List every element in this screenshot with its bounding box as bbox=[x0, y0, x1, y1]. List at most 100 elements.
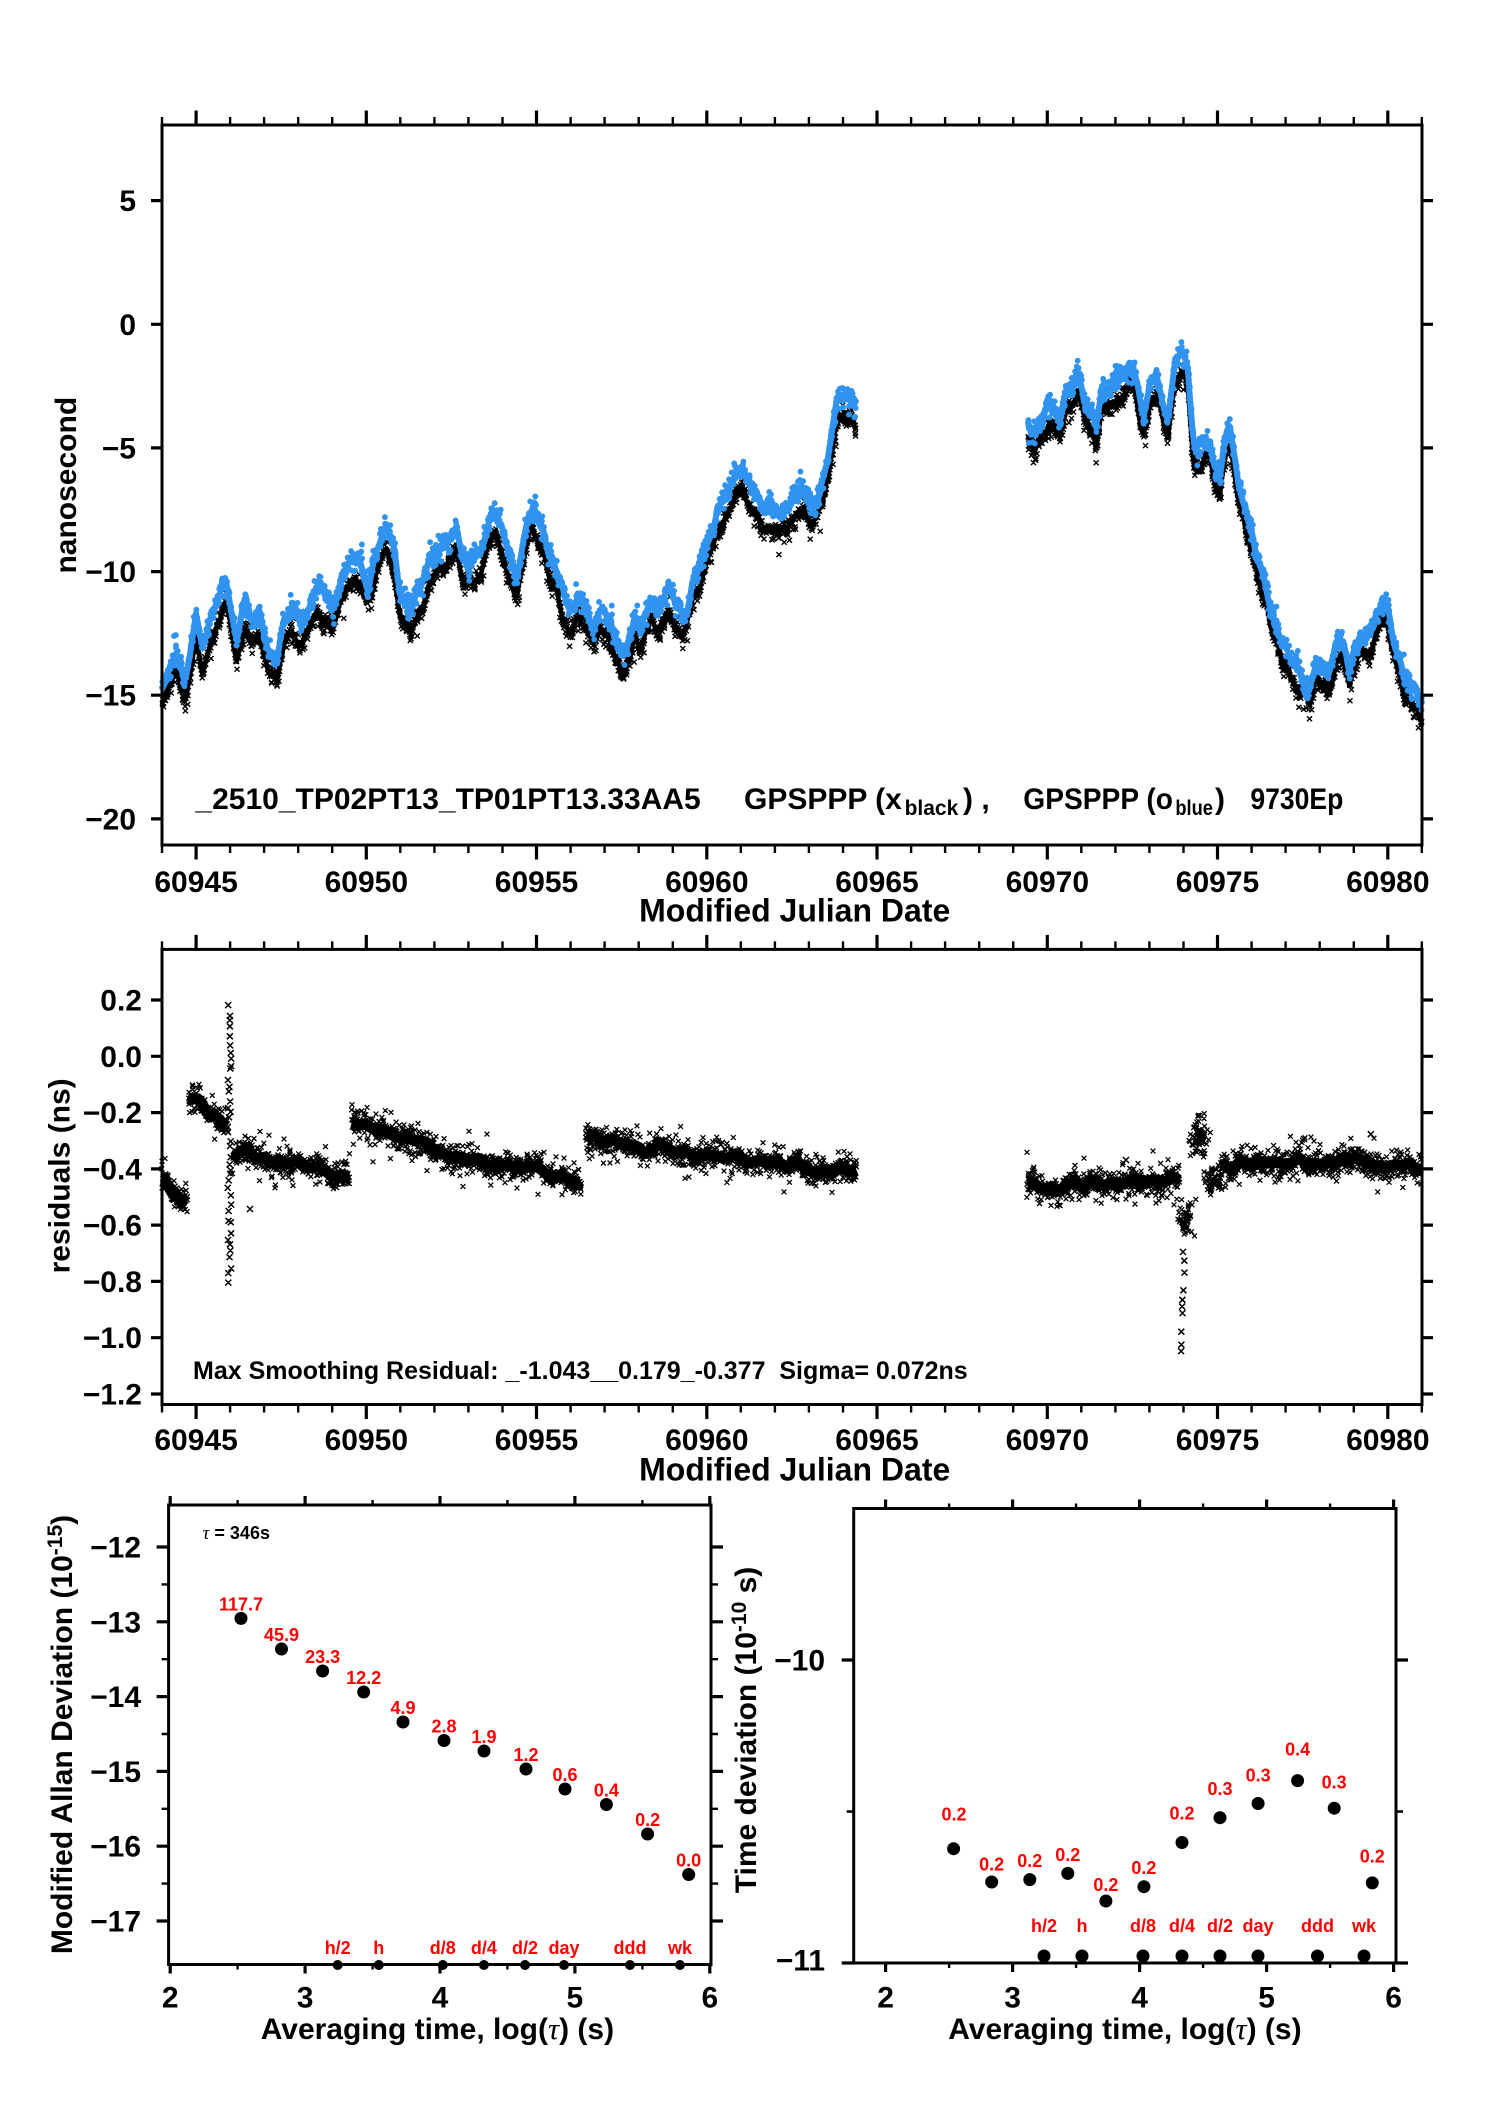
svg-text:−17: −17 bbox=[90, 1906, 141, 1939]
svg-text:day: day bbox=[1242, 1916, 1273, 1936]
svg-text:1.2: 1.2 bbox=[513, 1745, 538, 1765]
svg-text:−1.2: −1.2 bbox=[83, 1379, 142, 1412]
svg-text:0.6: 0.6 bbox=[552, 1765, 577, 1785]
svg-text:nanosecond: nanosecond bbox=[50, 397, 83, 574]
svg-text:0.2: 0.2 bbox=[635, 1810, 660, 1830]
svg-text:60955: 60955 bbox=[495, 866, 578, 899]
svg-text:h/2: h/2 bbox=[1031, 1916, 1057, 1936]
svg-text:d/2: d/2 bbox=[1207, 1916, 1233, 1936]
svg-text:2.8: 2.8 bbox=[431, 1717, 456, 1737]
svg-text:60980: 60980 bbox=[1346, 1424, 1429, 1457]
svg-text:ddd: ddd bbox=[614, 1938, 647, 1958]
svg-text:Averaging time, log(τ) (s): Averaging time, log(τ) (s) bbox=[948, 2011, 1301, 2046]
svg-text:d/2: d/2 bbox=[512, 1938, 538, 1958]
svg-text:60975: 60975 bbox=[1176, 866, 1259, 899]
svg-text:5: 5 bbox=[119, 185, 136, 218]
svg-text:−5: −5 bbox=[102, 432, 136, 465]
svg-text:Modified Julian Date: Modified Julian Date bbox=[639, 893, 950, 929]
svg-text:) ,: ) , bbox=[963, 783, 990, 816]
svg-text:3: 3 bbox=[1004, 1982, 1021, 2015]
svg-text:0.2: 0.2 bbox=[1131, 1858, 1156, 1878]
svg-text:Modified Julian Date: Modified Julian Date bbox=[639, 1452, 950, 1488]
svg-text:d/8: d/8 bbox=[1130, 1916, 1156, 1936]
svg-text:Averaging time, log(τ) (s): Averaging time, log(τ) (s) bbox=[261, 2011, 614, 2046]
svg-text:0.2: 0.2 bbox=[1093, 1875, 1118, 1895]
svg-text:h/2: h/2 bbox=[325, 1938, 351, 1958]
svg-text:d/4: d/4 bbox=[471, 1938, 497, 1958]
svg-text:d/8: d/8 bbox=[430, 1938, 456, 1958]
svg-text:60960: 60960 bbox=[665, 1424, 748, 1457]
svg-text:0.4: 0.4 bbox=[594, 1781, 619, 1801]
svg-text:0.2: 0.2 bbox=[1017, 1851, 1042, 1871]
svg-text:60965: 60965 bbox=[835, 866, 918, 899]
svg-text:−16: −16 bbox=[90, 1831, 141, 1864]
svg-text:−10: −10 bbox=[85, 556, 136, 589]
svg-text:−10: −10 bbox=[774, 1645, 825, 1678]
svg-text:60970: 60970 bbox=[1006, 866, 1089, 899]
svg-text:h: h bbox=[373, 1938, 384, 1958]
svg-text:45.9: 45.9 bbox=[264, 1625, 299, 1645]
svg-text:Max Smoothing Residual: _-1.04: Max Smoothing Residual: _-1.043__0.179_-… bbox=[193, 1357, 968, 1385]
svg-text:−20: −20 bbox=[85, 803, 136, 836]
svg-text:wk: wk bbox=[1351, 1916, 1377, 1936]
svg-text:Modified Allan Deviation (10-1: Modified Allan Deviation (10-15) bbox=[44, 1515, 79, 1954]
svg-text:blue: blue bbox=[1175, 797, 1213, 820]
svg-text:60950: 60950 bbox=[325, 1424, 408, 1457]
svg-text:0.2: 0.2 bbox=[979, 1855, 1004, 1875]
svg-text:4.9: 4.9 bbox=[390, 1698, 415, 1718]
svg-text:black: black bbox=[905, 797, 959, 820]
svg-text:−0.2: −0.2 bbox=[83, 1097, 142, 1130]
svg-text:0.2: 0.2 bbox=[1169, 1804, 1194, 1824]
svg-text:0.0: 0.0 bbox=[100, 1041, 142, 1074]
svg-text:60965: 60965 bbox=[835, 1424, 918, 1457]
svg-text:−0.6: −0.6 bbox=[83, 1210, 142, 1243]
svg-text:0.3: 0.3 bbox=[1207, 1779, 1232, 1799]
svg-text:60945: 60945 bbox=[154, 866, 237, 899]
svg-text:5: 5 bbox=[1258, 1982, 1275, 2015]
svg-text:−12: −12 bbox=[90, 1532, 141, 1565]
svg-text:117.7: 117.7 bbox=[219, 1594, 263, 1614]
svg-text:−0.8: −0.8 bbox=[83, 1266, 142, 1299]
svg-text:0.3: 0.3 bbox=[1246, 1766, 1271, 1786]
svg-text:day: day bbox=[548, 1938, 579, 1958]
svg-text:9730Ep: 9730Ep bbox=[1250, 783, 1343, 816]
svg-text:60975: 60975 bbox=[1176, 1424, 1259, 1457]
svg-text:1.9: 1.9 bbox=[471, 1727, 496, 1747]
svg-text:6: 6 bbox=[701, 1982, 718, 2015]
svg-text:): ) bbox=[1215, 783, 1225, 816]
svg-text:−13: −13 bbox=[90, 1606, 141, 1639]
svg-text:ddd: ddd bbox=[1301, 1916, 1334, 1936]
svg-text:12.2: 12.2 bbox=[346, 1668, 381, 1688]
svg-text:GPSPPP (o: GPSPPP (o bbox=[1023, 783, 1173, 816]
svg-text:−14: −14 bbox=[90, 1681, 141, 1714]
svg-text:60945: 60945 bbox=[154, 1424, 237, 1457]
svg-text:4: 4 bbox=[1131, 1982, 1148, 2015]
svg-text:0.2: 0.2 bbox=[100, 985, 142, 1018]
svg-text:23.3: 23.3 bbox=[305, 1647, 340, 1667]
svg-text:Time deviation (10-10 s): Time deviation (10-10 s) bbox=[728, 1567, 763, 1894]
svg-text:0.4: 0.4 bbox=[1285, 1739, 1310, 1759]
svg-text:wk: wk bbox=[667, 1938, 693, 1958]
svg-text:3: 3 bbox=[297, 1982, 314, 2015]
svg-text:0.3: 0.3 bbox=[1322, 1773, 1347, 1793]
svg-text:0: 0 bbox=[119, 309, 136, 342]
svg-text:2: 2 bbox=[877, 1982, 894, 2015]
svg-text:0.2: 0.2 bbox=[941, 1805, 966, 1825]
svg-text:−0.4: −0.4 bbox=[83, 1153, 143, 1186]
svg-text:0.2: 0.2 bbox=[1360, 1846, 1385, 1866]
svg-text:_2510_TP02PT13_TP01PT13.33AA5: _2510_TP02PT13_TP01PT13.33AA5 bbox=[194, 783, 700, 816]
svg-text:−11: −11 bbox=[776, 1945, 825, 1978]
svg-text:GPSPPP (x: GPSPPP (x bbox=[744, 783, 902, 816]
svg-text:60970: 60970 bbox=[1006, 1424, 1089, 1457]
svg-text:60955: 60955 bbox=[495, 1424, 578, 1457]
svg-text:h: h bbox=[1077, 1916, 1088, 1936]
svg-text:6: 6 bbox=[1385, 1982, 1402, 2015]
svg-text:60950: 60950 bbox=[325, 866, 408, 899]
svg-text:−1.0: −1.0 bbox=[83, 1322, 142, 1355]
svg-text:0.0: 0.0 bbox=[676, 1851, 701, 1871]
svg-text:5: 5 bbox=[567, 1982, 584, 2015]
svg-text:−15: −15 bbox=[90, 1756, 141, 1789]
svg-text:60960: 60960 bbox=[665, 866, 748, 899]
svg-text:2: 2 bbox=[162, 1982, 179, 2015]
svg-text:residuals (ns): residuals (ns) bbox=[44, 1078, 77, 1273]
